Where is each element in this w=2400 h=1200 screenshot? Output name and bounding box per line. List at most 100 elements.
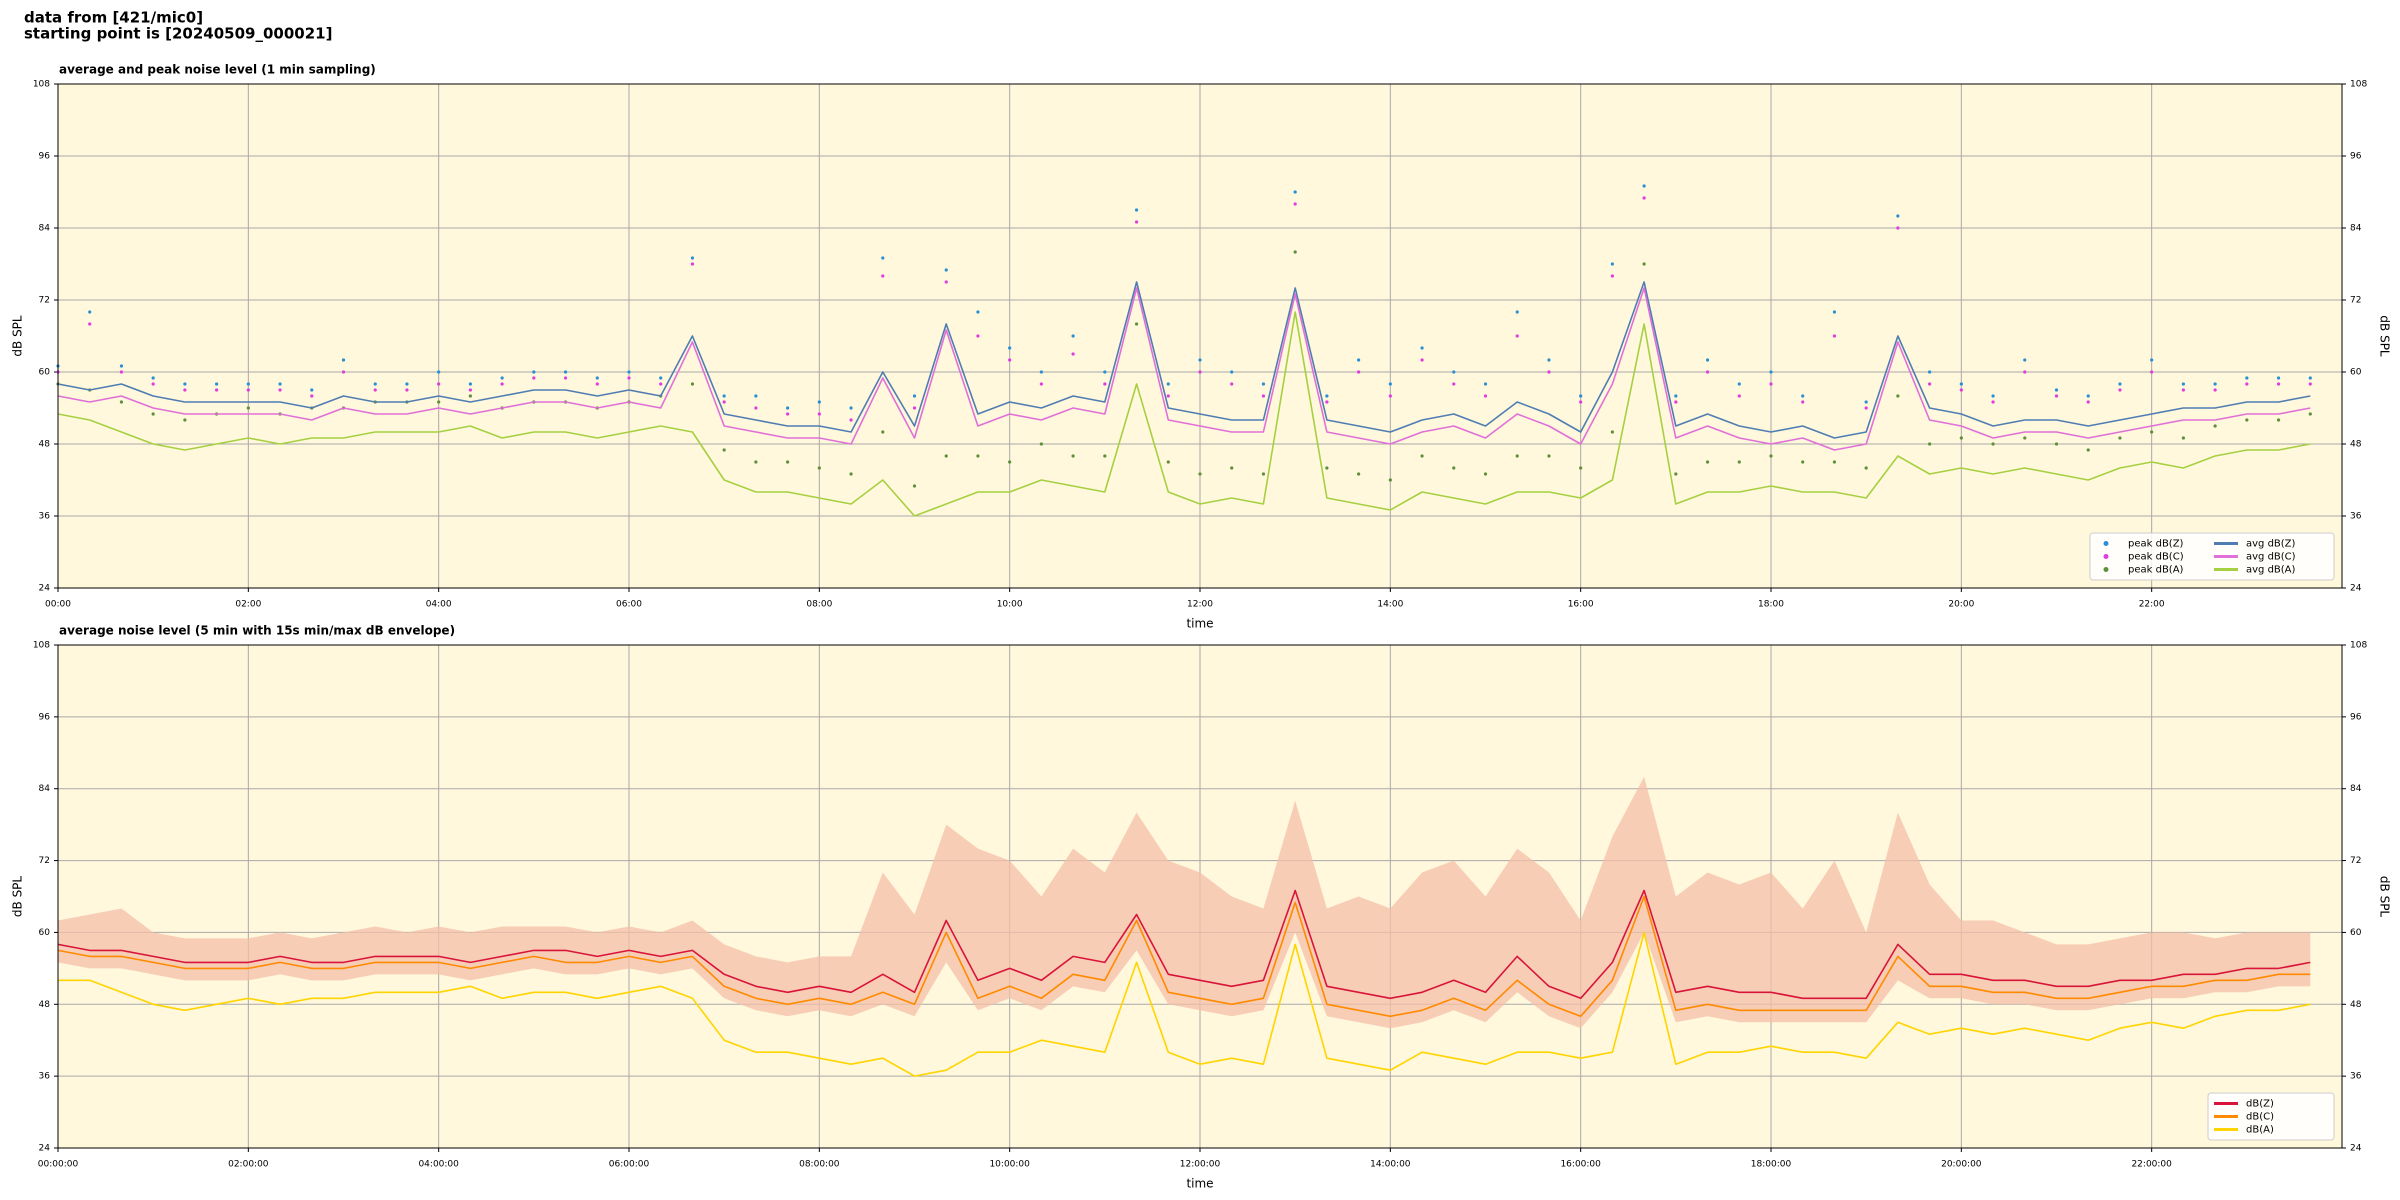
peak-point xyxy=(2118,388,2122,392)
peak-point xyxy=(119,364,124,368)
series-line xyxy=(57,287,2311,451)
peak-point xyxy=(817,466,821,470)
peak-point xyxy=(1134,220,1139,224)
peak-point xyxy=(1959,382,1963,386)
y2-axis-label: dB SPL xyxy=(2378,876,2392,918)
peak-point xyxy=(1610,262,1614,266)
x-tick-label: 02:00 xyxy=(235,600,261,610)
x-tick-label: 08:00:00 xyxy=(799,1160,840,1170)
peak-point xyxy=(1642,262,1646,266)
peak-point xyxy=(849,406,853,410)
peak-point xyxy=(690,256,695,260)
peak-point xyxy=(627,376,631,380)
peak-point xyxy=(1166,394,1170,398)
peak-point xyxy=(2245,376,2249,380)
peak-point xyxy=(912,484,917,488)
x-tick-label: 18:00 xyxy=(1758,600,1784,610)
legend-label: peak dB(A) xyxy=(2128,565,2184,576)
header-line: starting point is [20240509_000021] xyxy=(24,25,332,43)
peak-point xyxy=(1452,382,1456,386)
legend-label: dB(A) xyxy=(2246,1125,2274,1136)
x-tick-label: 20:00 xyxy=(1948,600,1974,610)
peak-point xyxy=(1864,466,1868,470)
y-tick-label: 60 xyxy=(39,928,51,938)
peak-point xyxy=(1579,466,1583,470)
peak-point xyxy=(2276,382,2281,386)
y2-tick-label: 48 xyxy=(2350,440,2362,450)
x-axis-label: time xyxy=(1186,1177,1213,1191)
peak-point xyxy=(1896,214,1900,218)
peak-point xyxy=(2054,442,2059,446)
peak-point xyxy=(1959,436,1963,440)
peak-point xyxy=(754,394,758,398)
peak-point xyxy=(1928,382,1932,386)
y2-tick-label: 72 xyxy=(2350,856,2361,866)
peak-point xyxy=(500,382,504,386)
peak-point xyxy=(246,388,250,392)
y2-tick-label: 60 xyxy=(2350,368,2362,378)
peak-point xyxy=(786,460,790,464)
peak-point xyxy=(2276,376,2281,380)
peak-point xyxy=(2086,394,2090,398)
header-line: data from [421/mic0] xyxy=(24,9,203,27)
peak-point xyxy=(532,370,536,374)
y-axis-label: dB SPL xyxy=(11,315,25,357)
y2-tick-label: 36 xyxy=(2350,1072,2362,1082)
peak-point xyxy=(1483,394,1488,398)
peak-point xyxy=(1261,394,1266,398)
peak-point xyxy=(1198,358,1202,362)
peak-point xyxy=(373,382,377,386)
x-tick-label: 02:00:00 xyxy=(228,1160,269,1170)
peak-point xyxy=(2054,394,2059,398)
series-line xyxy=(57,895,2311,1018)
y-tick-label: 84 xyxy=(39,224,51,234)
y-tick-label: 36 xyxy=(39,1072,51,1082)
x-axis-label: time xyxy=(1186,617,1213,631)
peak-point xyxy=(1832,460,1837,464)
peak-point xyxy=(2213,424,2217,428)
peak-point xyxy=(881,256,885,260)
peak-point xyxy=(310,394,314,398)
peak-point xyxy=(1959,388,1963,392)
y2-tick-label: 96 xyxy=(2350,152,2362,162)
peak-point xyxy=(183,418,187,422)
peak-point xyxy=(1515,310,1519,314)
x-tick-label: 10:00:00 xyxy=(989,1160,1030,1170)
peak-point xyxy=(1737,394,1741,398)
peak-point xyxy=(1388,382,1392,386)
y-tick-label: 108 xyxy=(33,80,50,90)
peak-point xyxy=(627,370,631,374)
peak-point xyxy=(278,382,282,386)
peak-point xyxy=(2308,382,2312,386)
peak-point xyxy=(1991,394,1995,398)
x-tick-label: 08:00 xyxy=(806,600,832,610)
peak-point xyxy=(659,376,663,380)
legend-label: peak dB(Z) xyxy=(2128,539,2184,550)
peak-point xyxy=(1769,370,1773,374)
x-tick-label: 06:00:00 xyxy=(609,1160,650,1170)
peak-point xyxy=(912,406,917,410)
peak-point xyxy=(500,376,504,380)
legend-marker xyxy=(2103,554,2109,559)
peak-point xyxy=(1420,454,1424,458)
peak-point xyxy=(1230,382,1234,386)
plot-frame xyxy=(57,83,2343,589)
peak-point xyxy=(1198,370,1202,374)
peak-point xyxy=(1737,460,1741,464)
peak-point xyxy=(2023,358,2027,362)
peak-point xyxy=(1134,322,1139,326)
peak-point xyxy=(2054,388,2059,392)
y2-tick-label: 84 xyxy=(2350,224,2362,234)
peak-point xyxy=(1579,394,1583,398)
legend-label: avg dB(A) xyxy=(2246,565,2296,576)
x-tick-label: 04:00 xyxy=(426,600,452,610)
peak-point xyxy=(1166,460,1170,464)
peak-point xyxy=(1388,394,1392,398)
peak-point xyxy=(1896,226,1900,230)
peak-point xyxy=(2118,382,2122,386)
peak-point xyxy=(1230,370,1234,374)
peak-point xyxy=(595,382,599,386)
peak-point xyxy=(246,382,250,386)
y-tick-label: 108 xyxy=(33,641,50,651)
peak-point xyxy=(1452,370,1456,374)
